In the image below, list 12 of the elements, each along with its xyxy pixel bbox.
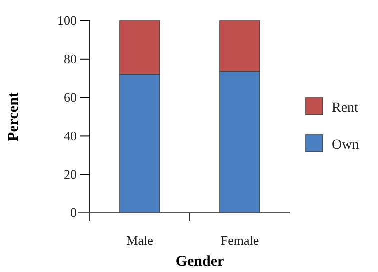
y-tick-label: 100 bbox=[58, 13, 77, 28]
y-tick-label: 60 bbox=[64, 90, 77, 105]
y-tick-label: 40 bbox=[64, 128, 77, 144]
legend-label: Rent bbox=[332, 101, 359, 116]
y-tick-label: 0 bbox=[70, 205, 77, 220]
x-axis-title: Gender bbox=[176, 254, 225, 270]
y-tick-label: 80 bbox=[64, 52, 77, 67]
x-tick-label: Male bbox=[126, 233, 154, 248]
x-tick-label: Female bbox=[220, 233, 260, 248]
y-axis-title: Percent bbox=[6, 92, 22, 142]
legend-label: Own bbox=[332, 138, 360, 153]
y-tick-label: 20 bbox=[64, 166, 77, 182]
